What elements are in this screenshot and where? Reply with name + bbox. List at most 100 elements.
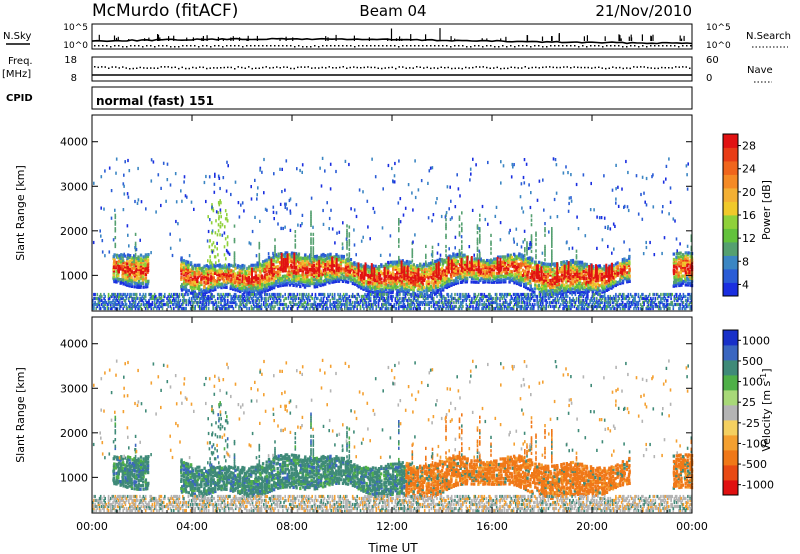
power-cell [200, 266, 204, 271]
power-cell [585, 268, 588, 272]
power-cell [569, 261, 572, 265]
nave-dot [342, 66, 344, 68]
power-cell [241, 285, 244, 289]
power-cell [222, 296, 225, 301]
power-cell [459, 255, 462, 259]
power-cell [605, 288, 609, 292]
nave-dot [318, 67, 320, 69]
power-cell [212, 283, 215, 287]
power-cell [477, 273, 481, 277]
power-cell [445, 235, 447, 240]
power-cell [411, 300, 414, 305]
power-cell [377, 272, 381, 276]
nsearch-dot [150, 45, 152, 47]
power-cell [356, 296, 358, 301]
power-cell [297, 282, 300, 286]
power-cell [497, 260, 501, 265]
power-cell [448, 254, 451, 258]
power-cell [257, 288, 260, 292]
power-cell [203, 264, 206, 268]
power-cell [290, 306, 292, 311]
power-cell [182, 262, 186, 266]
power-cell [375, 300, 378, 305]
power-cell [327, 298, 329, 303]
power-cell [324, 257, 327, 261]
power-cell [112, 278, 116, 282]
power-cell [342, 256, 345, 260]
power-cell [272, 275, 276, 279]
power-cell [203, 296, 205, 301]
power-cell [200, 281, 203, 285]
power-cell [317, 296, 319, 301]
power-cell [132, 300, 135, 305]
power-cell [476, 248, 479, 252]
power-cell [194, 281, 197, 285]
power-cell [187, 282, 190, 286]
power-cell [347, 277, 350, 281]
power-cell [169, 304, 172, 309]
power-cell [256, 304, 258, 309]
power-cell [294, 264, 298, 268]
power-cell [216, 276, 220, 280]
power-cell [328, 275, 332, 279]
power-cell [349, 265, 352, 269]
power-cell [99, 298, 102, 303]
power-cell [610, 284, 613, 288]
power-cell [542, 262, 545, 266]
power-cell [153, 298, 156, 303]
power-cell [227, 272, 231, 276]
power-cell [420, 300, 423, 305]
power-cell [256, 261, 259, 265]
power-cell [384, 266, 387, 270]
power-cell [425, 273, 428, 277]
power-cell [349, 268, 352, 272]
nave-dot [472, 66, 474, 69]
power-cell [625, 265, 629, 270]
power-cell [258, 280, 262, 284]
power-cell [337, 269, 341, 273]
power-cell [416, 273, 419, 277]
power-cell [398, 302, 400, 307]
power-cell [130, 302, 132, 307]
power-cell [97, 302, 100, 307]
power-cell [276, 273, 279, 278]
power-cell [384, 306, 387, 311]
power-cell [337, 292, 339, 297]
power-cell [117, 300, 120, 305]
power-cell [506, 276, 510, 280]
power-cell [348, 306, 351, 311]
power-cell [377, 286, 381, 290]
nave-dot [584, 66, 586, 69]
power-cell [488, 275, 491, 279]
nsearch-dot [510, 45, 512, 47]
power-cell [439, 284, 443, 288]
power-cell [241, 278, 244, 282]
power-cell [260, 294, 263, 299]
power-cell [270, 272, 273, 276]
power-cell [625, 276, 629, 280]
power-cell [551, 238, 553, 242]
power-cell [459, 271, 462, 276]
power-cell [310, 239, 312, 243]
power-cell [114, 244, 117, 249]
power-cell [441, 263, 444, 267]
power-cell [583, 291, 586, 295]
power-cell [407, 285, 411, 289]
power-cell [204, 304, 207, 309]
nave-dot [419, 66, 421, 68]
power-cell [238, 272, 242, 276]
power-cell [133, 278, 136, 282]
power-cell [578, 283, 581, 287]
power-cell [425, 302, 427, 307]
power-cell [327, 306, 329, 311]
power-cell [200, 268, 204, 272]
power-cell [492, 271, 496, 275]
power-cell [113, 300, 115, 305]
nsearch-dot [142, 46, 144, 48]
power-cell [495, 277, 498, 281]
power-cell [549, 273, 552, 277]
power-cell [675, 271, 678, 275]
power-cell [186, 267, 189, 271]
power-cell [326, 265, 330, 269]
